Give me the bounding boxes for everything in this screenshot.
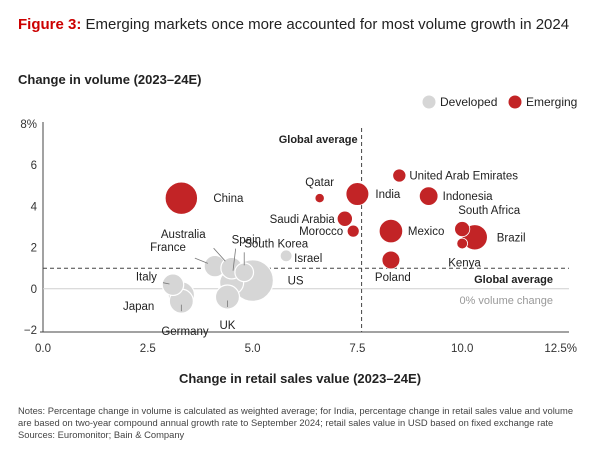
point-label-australia: Australia xyxy=(161,229,206,241)
bubble-poland xyxy=(381,250,401,270)
legend: Developed Emerging xyxy=(422,95,577,109)
point-label-india: India xyxy=(375,189,401,201)
y-tick-label: 8% xyxy=(20,119,37,131)
legend-marker-emerging xyxy=(508,95,522,109)
bubble-india xyxy=(345,182,370,206)
y-tick-label: 6 xyxy=(31,160,37,172)
zero-volume-label: 0% volume change xyxy=(459,295,553,307)
bubble-saudi-arabia xyxy=(336,210,353,227)
point-label-china: China xyxy=(213,193,244,205)
y-tick-label: 0 xyxy=(31,284,37,296)
point-label-japan: Japan xyxy=(123,301,154,313)
legend-label-emerging: Emerging xyxy=(526,95,577,109)
point-label-spain: Spain xyxy=(232,235,261,247)
x-tick-label: 2.5 xyxy=(140,343,156,355)
figure-title-text: Emerging markets once more accounted for… xyxy=(85,16,570,33)
bubble-mexico xyxy=(378,219,404,244)
bubble-uk xyxy=(214,284,241,310)
point-label-morocco: Morocco xyxy=(299,226,343,238)
bubble-israel xyxy=(279,249,293,263)
point-label-qatar: Qatar xyxy=(305,177,334,189)
y-tick-label: 4 xyxy=(31,201,38,213)
bubble-indonesia xyxy=(418,186,439,206)
bubble-qatar xyxy=(314,193,325,204)
x-tick-label: 0.0 xyxy=(35,343,51,355)
point-label-indonesia: Indonesia xyxy=(443,191,493,203)
point-label-south-korea: South Korea xyxy=(244,238,309,250)
point-label-united-arab-emirates: United Arab Emirates xyxy=(409,171,518,183)
point-label-uk: UK xyxy=(219,320,235,332)
sources-text: Sources: Euromonitor; Bain & Company xyxy=(18,429,185,440)
notes-text: Notes: Percentage change in volume is ca… xyxy=(18,405,574,428)
figure-title: Figure 3: Emerging markets once more acc… xyxy=(18,16,569,33)
point-label-germany: Germany xyxy=(161,326,209,338)
point-label-kenya: Kenya xyxy=(448,257,481,269)
leader-line xyxy=(213,247,226,262)
bubble-morocco xyxy=(346,224,360,238)
bubble-italy xyxy=(161,273,185,297)
bubble-south-africa xyxy=(454,221,471,238)
leader-line xyxy=(162,282,170,285)
leader-line xyxy=(194,257,209,264)
global-average-x-label: Global average xyxy=(279,134,358,146)
bubble-kenya xyxy=(456,237,468,250)
point-label-saudi-arabia: Saudi Arabia xyxy=(270,214,336,226)
point-label-south-africa: South Africa xyxy=(458,205,521,217)
plot-area: 8% 6 4 2 0 −2 0.0 2.5 5.0 7.5 10.0 12.5% Global aver… xyxy=(20,119,577,355)
x-tick-label: 5.0 xyxy=(245,343,261,355)
scatter-chart: Change in volume (2023–24E) Change in re… xyxy=(18,72,577,386)
bubble-south-korea xyxy=(234,262,255,283)
y-tick-label: 2 xyxy=(31,243,37,255)
leader-line xyxy=(232,248,237,271)
x-tick-label: 12.5% xyxy=(544,343,577,355)
footnotes: Notes: Percentage change in volume is ca… xyxy=(18,405,583,441)
point-label-france: France xyxy=(150,242,186,254)
bubble-united-arab-emirates xyxy=(392,168,407,183)
point-label-italy: Italy xyxy=(136,272,157,284)
point-label-brazil: Brazil xyxy=(497,232,526,244)
legend-marker-developed xyxy=(422,95,436,109)
point-label-poland: Poland xyxy=(375,272,411,284)
legend-label-developed: Developed xyxy=(440,95,497,109)
global-average-y-label: Global average xyxy=(474,274,553,286)
figure-label: Figure 3: xyxy=(18,16,82,33)
x-axis-label: Change in retail sales value (2023–24E) xyxy=(179,371,421,386)
point-label-us: US xyxy=(288,276,304,288)
y-axis-label: Change in volume (2023–24E) xyxy=(18,72,202,87)
y-tick-label: −2 xyxy=(24,325,37,337)
point-label-mexico: Mexico xyxy=(408,226,444,238)
x-tick-label: 7.5 xyxy=(349,343,365,355)
point-label-israel: Israel xyxy=(294,253,322,265)
bubble-china xyxy=(164,181,198,215)
x-tick-label: 10.0 xyxy=(451,343,473,355)
